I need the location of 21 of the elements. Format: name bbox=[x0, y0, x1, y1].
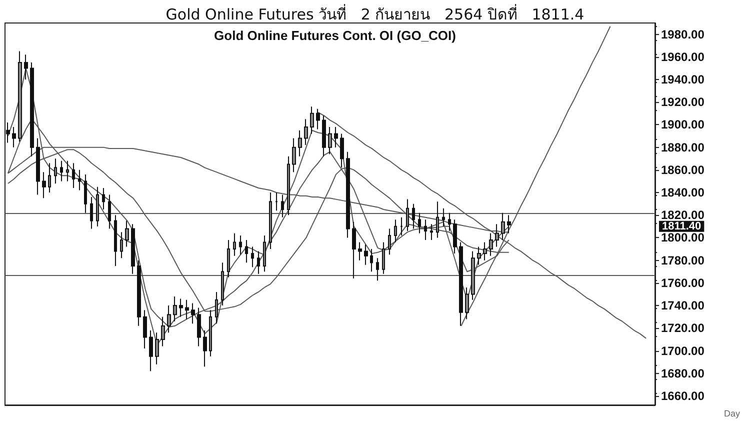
y-tick-label: 1860.00 bbox=[661, 162, 705, 177]
chart-subtitle: Gold Online Futures Cont. OI (GO_COI) bbox=[214, 28, 456, 43]
y-tick-label: 1660.00 bbox=[661, 388, 705, 403]
y-tick-label: 1960.00 bbox=[661, 50, 705, 64]
y-tick-label: 1980.00 bbox=[661, 27, 705, 42]
text: Day bbox=[724, 408, 740, 418]
y-tick-label: 1920.00 bbox=[661, 95, 705, 110]
chart-title: Gold Online Futures วันที่ 2 กันยายน 2564 ปิดที่ 1811.4 bbox=[166, 4, 584, 24]
y-tick-label: 1740.00 bbox=[661, 298, 705, 313]
y-tick-label: 1840.00 bbox=[661, 186, 705, 200]
y-tick-label: 1940.00 bbox=[661, 72, 705, 87]
y-tick-label: 1800.00 bbox=[661, 230, 705, 245]
y-tick-label: 1700.00 bbox=[661, 344, 705, 358]
y-tick-label: 1880.00 bbox=[661, 140, 705, 154]
y-tick-label: 1900.00 bbox=[661, 118, 705, 132]
y-tick-label: 1820.00 bbox=[661, 208, 705, 222]
y-tick-label: 1780.00 bbox=[661, 253, 705, 268]
y-tick-label: 1680.00 bbox=[661, 366, 705, 380]
text: 1811.40 bbox=[662, 220, 702, 232]
y-tick-label: 1760.00 bbox=[661, 276, 705, 290]
y-tick-label: 1720.00 bbox=[661, 321, 705, 336]
